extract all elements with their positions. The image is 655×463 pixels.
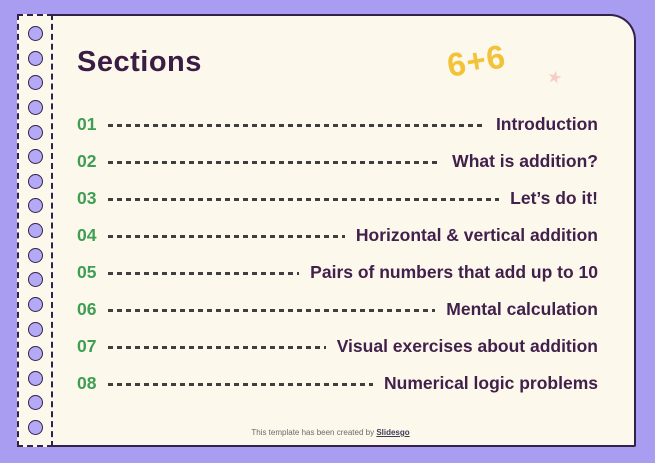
dashed-leader-line <box>108 309 436 312</box>
section-label: What is addition? <box>452 151 598 171</box>
punch-hole-circle <box>27 26 43 41</box>
punch-holes <box>19 16 51 445</box>
dashed-leader-line <box>108 383 374 386</box>
dashed-leader-line <box>108 124 485 127</box>
section-row[interactable]: 08 Numerical logic problems <box>77 365 598 402</box>
footer-credit: This template has been created by Slides… <box>53 428 608 437</box>
punch-hole-circle <box>27 346 43 362</box>
section-number: 05 <box>77 262 97 282</box>
punch-hole-circle <box>27 198 43 214</box>
section-row[interactable]: 05 Pairs of numbers that add up to 10 <box>77 254 598 291</box>
punch-hole-circle <box>27 321 43 337</box>
notebook-page: Sections 6+6 ★ 01 Introduction 02 What i… <box>53 14 636 447</box>
punch-hole-circle <box>27 272 43 288</box>
section-number: 03 <box>77 188 97 208</box>
section-number: 02 <box>77 151 97 171</box>
notebook-perforation-strip <box>17 14 53 447</box>
dashed-leader-line <box>108 198 500 201</box>
section-row[interactable]: 07 Visual exercises about addition <box>77 328 598 365</box>
section-label: Let’s do it! <box>510 188 598 208</box>
sections-list: 01 Introduction 02 What is addition? 03 … <box>77 106 598 402</box>
section-row[interactable]: 02 What is addition? <box>77 143 598 180</box>
section-label: Visual exercises about addition <box>336 336 598 356</box>
section-label: Introduction <box>495 114 598 134</box>
dashed-leader-line <box>108 272 300 275</box>
punch-hole-circle <box>27 99 43 115</box>
section-number: 07 <box>77 336 97 356</box>
section-row[interactable]: 01 Introduction <box>77 106 598 143</box>
section-row[interactable]: 06 Mental calculation <box>77 291 598 328</box>
punch-hole-circle <box>27 149 43 165</box>
section-label: Pairs of numbers that add up to 10 <box>310 262 598 282</box>
punch-hole-circle <box>27 50 43 66</box>
punch-hole-circle <box>27 75 43 91</box>
star-icon: ★ <box>545 66 565 89</box>
dashed-leader-line <box>108 161 442 164</box>
section-number: 06 <box>77 299 97 319</box>
dashed-leader-line <box>108 346 326 349</box>
punch-hole-circle <box>27 223 43 238</box>
punch-hole-circle <box>27 420 43 435</box>
section-label: Numerical logic problems <box>384 373 598 393</box>
section-number: 08 <box>77 373 97 393</box>
punch-hole-circle <box>27 395 43 411</box>
section-label: Horizontal & vertical addition <box>355 225 598 245</box>
punch-hole-circle <box>27 296 43 312</box>
punch-hole-circle <box>27 124 43 140</box>
punch-hole-circle <box>27 370 43 386</box>
section-number: 01 <box>77 114 97 134</box>
section-number: 04 <box>77 225 97 245</box>
equation-decoration: 6+6 <box>444 37 509 84</box>
punch-hole-circle <box>27 173 43 189</box>
section-row[interactable]: 04 Horizontal & vertical addition <box>77 217 598 254</box>
slidesgo-link[interactable]: Slidesgo <box>376 428 410 437</box>
section-row[interactable]: 03 Let’s do it! <box>77 180 598 217</box>
dashed-leader-line <box>108 235 345 238</box>
footer-text: This template has been created by <box>251 428 377 437</box>
section-label: Mental calculation <box>446 299 598 319</box>
page-title: Sections <box>77 46 202 78</box>
punch-hole-circle <box>27 247 43 263</box>
